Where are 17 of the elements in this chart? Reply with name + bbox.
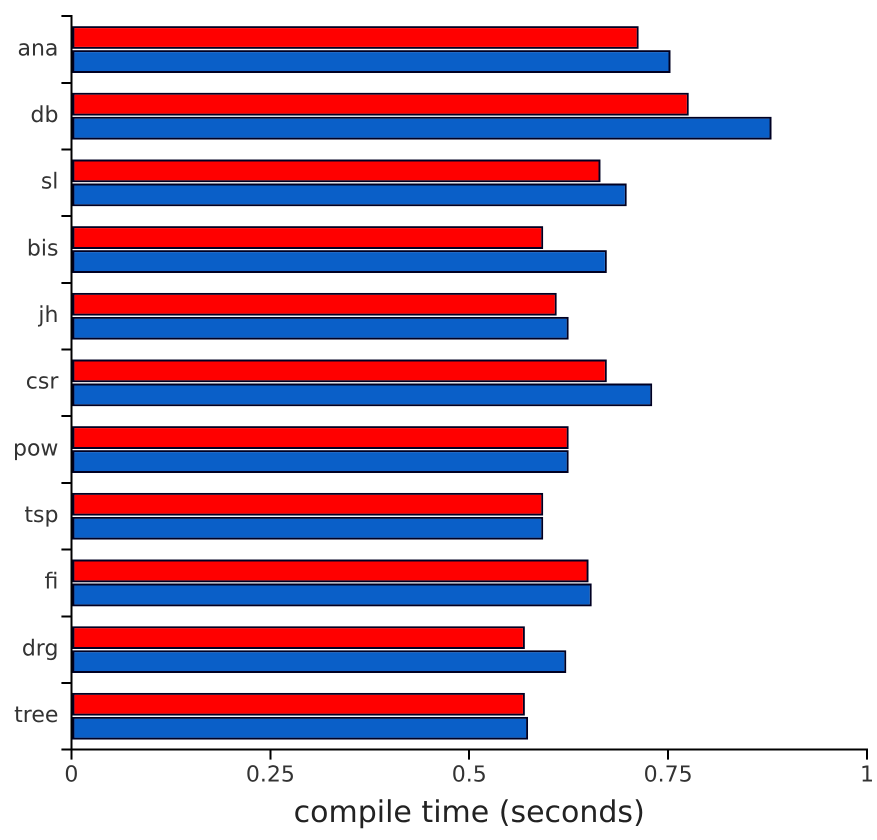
y-tick-label: bis — [26, 236, 58, 262]
y-tick-label: tsp — [24, 502, 58, 528]
x-axis-title: compile time (seconds) — [294, 794, 645, 830]
y-tick-label: jh — [37, 302, 58, 328]
y-tick-label: db — [30, 102, 58, 128]
y-tick-label: fi — [44, 570, 58, 595]
x-tick-label: 0.75 — [644, 762, 693, 788]
x-tick-label: 0 — [64, 762, 78, 788]
y-tick-label: drg — [22, 636, 58, 662]
y-tick-label: csr — [26, 370, 60, 395]
x-tick-label: 1 — [860, 762, 874, 788]
x-tick-label: 0.25 — [246, 762, 295, 788]
y-tick-label: ana — [18, 36, 58, 62]
y-tick-label: tree — [14, 702, 58, 728]
y-tick-label: pow — [12, 436, 58, 462]
y-tick-label: sl — [40, 170, 58, 195]
x-tick-label: 0.5 — [452, 762, 487, 788]
